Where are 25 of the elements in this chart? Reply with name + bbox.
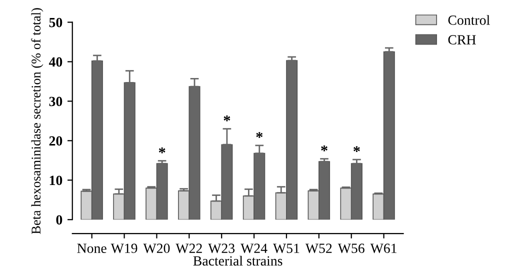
y-tick-label: 40 bbox=[48, 57, 62, 67]
annotation: * bbox=[321, 145, 328, 152]
y-tick-label: 10 bbox=[50, 176, 62, 186]
annotation: * bbox=[224, 115, 230, 122]
y-tick-label: 20 bbox=[49, 136, 62, 146]
y-tick-label: 30 bbox=[49, 96, 62, 106]
annotation: * bbox=[256, 132, 263, 138]
x-axis-title: Bacterial strains bbox=[193, 256, 282, 266]
x-tick-label: W22 bbox=[176, 244, 202, 254]
x-tick-label: None bbox=[77, 244, 106, 254]
y-tick-label: 50 bbox=[49, 18, 62, 28]
annotation: * bbox=[354, 146, 360, 152]
x-tick-label: W23 bbox=[208, 244, 235, 254]
annotation: * bbox=[158, 147, 166, 154]
x-tick-label: W51 bbox=[272, 244, 300, 254]
x-tick-label: W24 bbox=[240, 244, 268, 254]
x-tick-label: W19 bbox=[110, 244, 138, 254]
legend-label: CRH bbox=[448, 35, 476, 44]
x-tick-label: W20 bbox=[143, 244, 170, 254]
x-tick-label: W52 bbox=[305, 244, 332, 254]
y-axis-title: Beta hexosaminidase secretion (% of total) bbox=[31, 8, 44, 234]
x-tick-label: W56 bbox=[338, 244, 364, 254]
y-tick-label: 0 bbox=[56, 215, 62, 225]
x-tick-label: W61 bbox=[370, 244, 396, 254]
legend-label: Control bbox=[448, 15, 490, 25]
